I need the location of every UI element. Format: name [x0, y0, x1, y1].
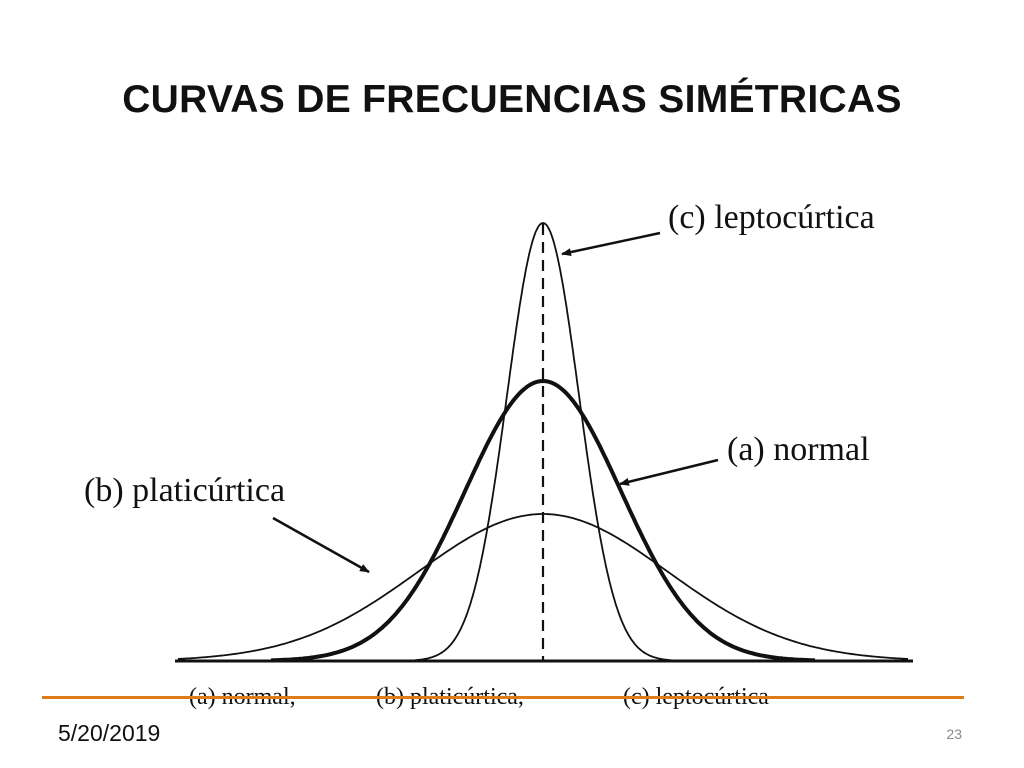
curve-platicurtica: [177, 513, 909, 660]
curve-normal: [270, 378, 816, 663]
curve-leptocurtica: [414, 222, 672, 662]
arrow-leptocurtica: [561, 231, 661, 257]
arrow-platicurtica: [272, 516, 370, 574]
page-number: 23: [946, 726, 962, 742]
label-normal: (a) normal: [727, 431, 870, 468]
label-leptocurtica: (c) leptocúrtica: [668, 199, 875, 236]
footer-divider: [42, 696, 964, 699]
label-platicurtica: (b) platicúrtica: [84, 472, 285, 509]
footer-date: 5/20/2019: [58, 720, 161, 746]
slide-title: CURVAS DE FRECUENCIAS SIMÉTRICAS: [122, 78, 902, 121]
arrow-normal: [619, 458, 719, 486]
